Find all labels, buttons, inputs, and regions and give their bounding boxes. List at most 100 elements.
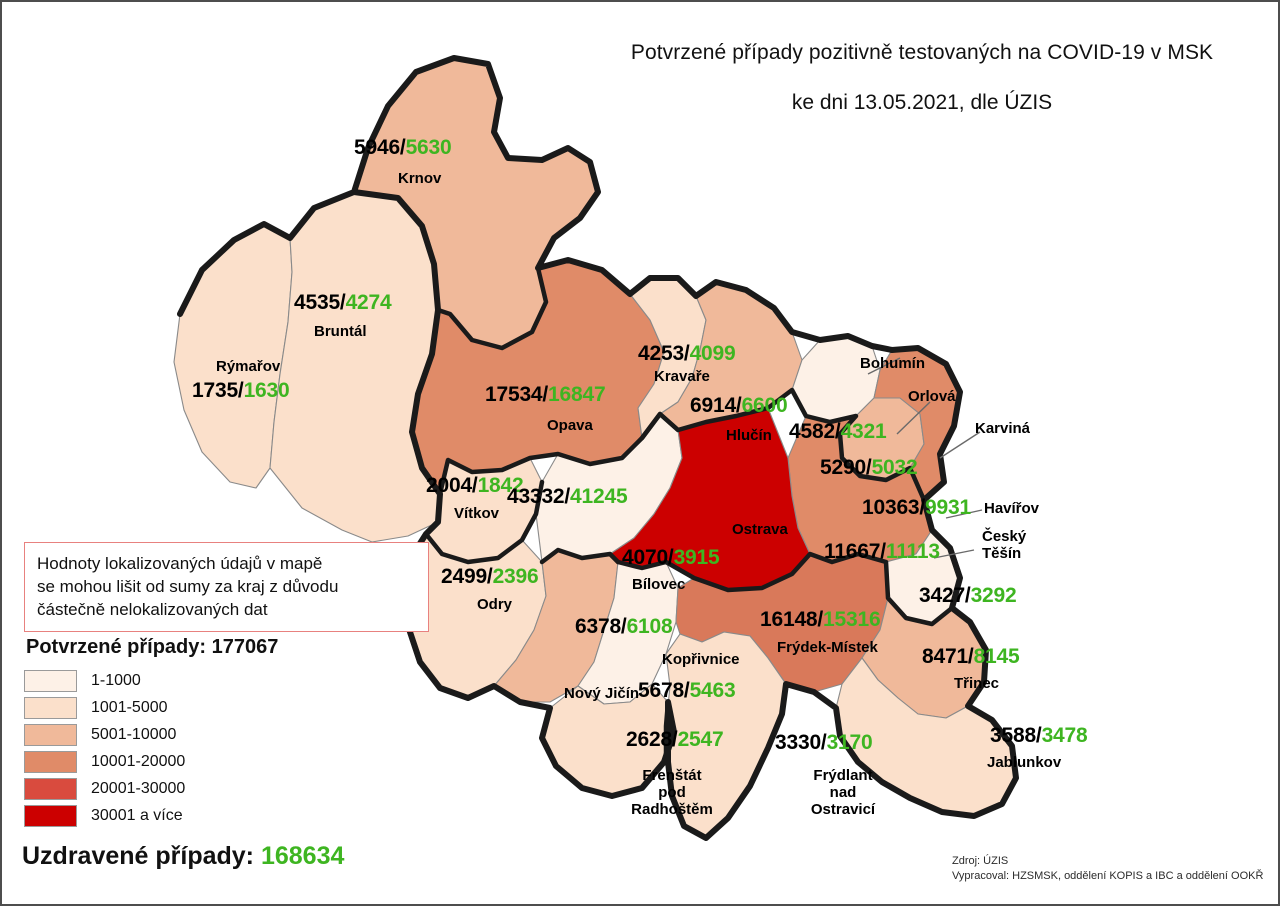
value-label-jablunkov: 3588/3478 xyxy=(990,724,1088,748)
district-name-rymarov: Rýmařov xyxy=(216,358,281,375)
leader-line-cesky-tesin xyxy=(933,549,975,559)
district-name-bruntal: Bruntál xyxy=(314,323,367,340)
recovered-value-frydek: 15316 xyxy=(823,608,881,631)
recovered-value-novy-jicin: 6108 xyxy=(626,615,673,638)
district-shape-frydlant xyxy=(665,631,787,839)
value-label-frydek: 16148/15316 xyxy=(760,608,881,632)
confirmed-value-frenstat: 2628 xyxy=(626,728,672,751)
value-label-karvina: 10363/9931 xyxy=(862,496,971,520)
recovered-value-hlucin: 6600 xyxy=(741,394,788,417)
recovered-value-krnov: 5630 xyxy=(405,136,452,159)
frenstat-line2: pod xyxy=(658,784,686,801)
title-line-2: ke dni 13.05.2021, dle ÚZIS xyxy=(791,91,1053,114)
confirmed-value-hlucin: 6914 xyxy=(690,394,736,417)
district-name-hlucin: Hlučín xyxy=(726,427,772,444)
value-separator: / xyxy=(667,546,674,569)
okres-border-frydek-north xyxy=(615,551,955,627)
value-separator: / xyxy=(683,342,690,365)
okres-border-ostrava-west xyxy=(639,411,681,441)
district-name-koprivnice: Kopřivnice xyxy=(662,651,740,668)
value-label-kravare: 4253/4099 xyxy=(638,342,736,366)
value-label-orlova: 5290/5032 xyxy=(820,456,918,480)
district-shape-koprivnice xyxy=(577,561,679,705)
legend-row: 1001-5000 xyxy=(24,695,444,720)
legend: Potvrzené případy: 177067 1-1000 1001-50… xyxy=(24,636,444,830)
value-separator: / xyxy=(471,474,478,497)
recovered-value-karvina: 9931 xyxy=(925,496,971,519)
district-name-ostrava: Ostrava xyxy=(732,521,788,538)
district-shape-jablunkov xyxy=(835,657,1017,817)
district-name-frydek: Frýdek-Místek xyxy=(777,639,878,656)
okres-border-novyjicin-east xyxy=(539,547,621,565)
value-separator: / xyxy=(542,383,549,406)
value-separator: / xyxy=(865,456,872,479)
confirmed-value-opava: 17534 xyxy=(485,383,543,406)
value-label-novy-jicin: 6378/6108 xyxy=(575,615,673,639)
legend-row: 30001 a více xyxy=(24,803,444,828)
recovered-total-value: 168634 xyxy=(260,842,345,870)
district-name-novy-jicin: Nový Jičín xyxy=(564,685,640,702)
legend-label-20001-30000: 20001-30000 xyxy=(91,779,186,797)
district-shape-karvina xyxy=(873,347,961,501)
legend-label-10001-20000: 10001-20000 xyxy=(91,752,186,770)
frydlant-line3: Ostravicí xyxy=(810,801,876,818)
district-name-kravare: Kravaře xyxy=(654,368,710,385)
recovered-value-odry: 2396 xyxy=(492,565,539,588)
value-separator: / xyxy=(817,608,824,631)
leader-line-karvina xyxy=(939,431,981,459)
value-label-bruntal: 4535/4274 xyxy=(294,291,392,315)
district-name-bohumin: Bohumín xyxy=(860,355,925,372)
legend-row: 10001-20000 xyxy=(24,749,444,774)
legend-label-5001-10000: 5001-10000 xyxy=(91,725,177,743)
recovered-value-kravare: 4099 xyxy=(689,342,736,365)
confirmed-value-trinec: 8471 xyxy=(922,645,968,668)
confirmed-value-koprivnice: 5678 xyxy=(638,679,684,702)
value-separator: / xyxy=(399,136,406,159)
district-shape-bilovec xyxy=(535,413,683,563)
recovered-value-trinec: 8145 xyxy=(973,645,1020,668)
district-name-krnov: Krnov xyxy=(398,170,442,187)
district-shape-frydek xyxy=(675,553,889,693)
value-separator: / xyxy=(339,291,346,314)
footer-attribution: Zdroj: ÚZIS Vypracoval: HZSMSK, oddělení… xyxy=(952,854,1263,884)
recovered-total-label: Uzdravené případy: xyxy=(22,842,255,870)
district-shape-ostrava xyxy=(609,407,811,591)
frydlant-line2: nad xyxy=(829,784,857,801)
footer-source: Zdroj: ÚZIS xyxy=(952,855,1009,867)
district-name-frenstat: Frenštát pod Radhoštěm xyxy=(620,767,724,818)
value-separator: / xyxy=(964,584,971,607)
confirmed-value-vitkov: 2004 xyxy=(426,474,472,497)
legend-swatch-1-1000 xyxy=(24,669,77,692)
value-separator: / xyxy=(683,679,690,702)
note-line-3: částečně nelokalizovaných dat xyxy=(37,600,268,619)
legend-row: 5001-10000 xyxy=(24,722,444,747)
legend-title: Potvrzené případy: 177067 xyxy=(26,636,279,658)
recovered-value-rymarov: 1630 xyxy=(243,379,290,402)
note-line-2: se mohou lišit od sumy za kraj z důvodu xyxy=(37,577,339,596)
value-separator: / xyxy=(564,485,571,508)
recovered-value-vitkov: 1842 xyxy=(477,474,524,497)
value-separator: / xyxy=(620,615,627,638)
value-separator: / xyxy=(671,728,678,751)
recovered-value-orlova: 5032 xyxy=(871,456,918,479)
okres-border-bruntal-opava xyxy=(435,265,549,351)
district-shape-novy-jicin xyxy=(493,549,619,703)
recovered-value-jablunkov: 3478 xyxy=(1041,724,1088,747)
district-shape-frenstat xyxy=(541,683,675,797)
confirmed-value-ostrava: 43332 xyxy=(507,485,565,508)
district-shape-rymarov xyxy=(173,223,293,489)
value-label-ostrava: 43332/41245 xyxy=(507,485,628,509)
recovered-total: Uzdravené případy: 168634 xyxy=(22,842,344,871)
recovered-value-bilovec: 3915 xyxy=(673,546,720,569)
legend-label-1-1000: 1-1000 xyxy=(91,671,141,689)
value-separator: / xyxy=(1035,724,1042,747)
footer-author: Vypracoval: HZSMSK, oddělení KOPIS a IBC… xyxy=(952,870,1264,882)
recovered-value-ostrava: 41245 xyxy=(570,485,628,508)
frenstat-line1: Frenštát xyxy=(642,767,702,784)
district-name-orlova: Orlová xyxy=(908,388,956,405)
cesky-tesin-line2: Těšín xyxy=(982,545,1022,562)
cesky-tesin-line1: Český xyxy=(982,528,1027,545)
district-name-cesky-tesin: Český Těšín xyxy=(982,528,1026,562)
district-name-odry: Odry xyxy=(477,596,513,613)
value-label-krnov: 5946/5630 xyxy=(354,136,452,160)
